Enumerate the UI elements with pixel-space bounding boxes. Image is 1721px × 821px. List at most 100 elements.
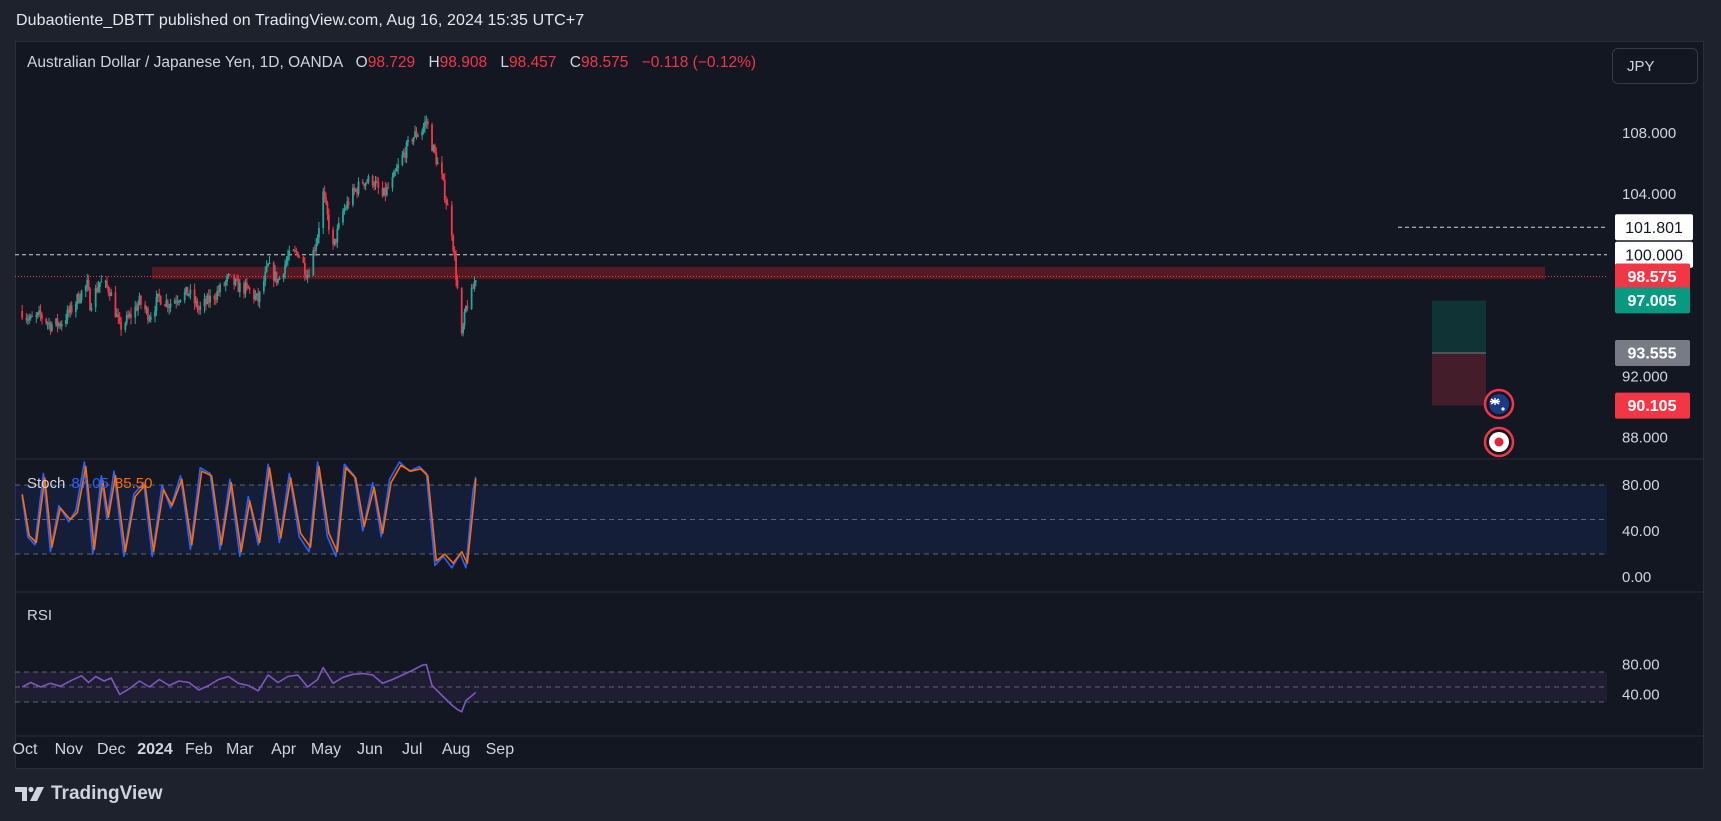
time-axis-label: Dec (97, 741, 125, 758)
candle-body (145, 308, 148, 310)
candle-body (195, 300, 197, 304)
candle-body (374, 181, 377, 187)
candle-body (257, 293, 260, 302)
candle-body (433, 145, 436, 153)
candle-body (346, 201, 349, 209)
candle-body (41, 314, 43, 319)
stoch-d-value: 85.50 (114, 475, 153, 492)
rsi-legend[interactable]: RSI (27, 607, 53, 624)
candle-body (318, 228, 320, 238)
candle-body (205, 299, 207, 304)
candle-body (262, 281, 265, 292)
currency-button[interactable]: JPY (1612, 48, 1698, 84)
time-axis-label: Aug (442, 741, 470, 758)
candle-body (305, 274, 308, 278)
candle-body (159, 296, 162, 305)
candle-body (292, 250, 295, 252)
candle-body (117, 314, 120, 318)
candle-body (65, 320, 67, 324)
open-value: 98.729 (367, 54, 416, 71)
candle-body (214, 299, 217, 301)
candle-body (302, 256, 305, 263)
price-axis-tick: 92.000 (1622, 369, 1668, 386)
candle-body (189, 289, 192, 295)
candle-body (226, 276, 229, 282)
candle-body (166, 300, 169, 308)
candle-body (144, 304, 147, 310)
candle-body (46, 323, 49, 325)
candle-body (196, 300, 199, 310)
candle-body (377, 182, 380, 188)
candle-body (185, 286, 188, 293)
candle-body (219, 284, 221, 293)
price-label-box (1615, 392, 1690, 419)
candle-body (247, 285, 250, 289)
candle-body (452, 235, 455, 251)
candle-body (186, 286, 189, 296)
candle-body (381, 187, 384, 196)
stoch-name[interactable]: Stoch (27, 475, 66, 492)
price-label-text: 93.555 (1628, 346, 1677, 363)
candle-body (148, 319, 151, 321)
candle-body (267, 263, 269, 267)
high-key: H (428, 54, 440, 71)
candle-body (234, 279, 237, 285)
candle-body (183, 292, 186, 301)
candle-body (255, 293, 258, 296)
candle-body (336, 228, 339, 243)
candle-body (168, 307, 171, 309)
candle-body (89, 288, 91, 311)
candle-body (373, 185, 375, 187)
time-axis-label: Jul (402, 741, 422, 758)
candle-body (436, 162, 439, 165)
candle-body (135, 306, 138, 311)
flag-sun (1494, 437, 1504, 447)
candle-body (243, 282, 245, 294)
position-stop-zone (1432, 353, 1486, 406)
rsi-pane (21, 663, 477, 713)
candle-body (366, 182, 368, 184)
candle-body (74, 303, 77, 313)
candle-body (94, 288, 97, 308)
stoch-k-value: 87.05 (71, 475, 109, 492)
candle-body (342, 211, 344, 223)
candle-body (391, 177, 394, 188)
candle-body (236, 279, 238, 281)
candle-body (405, 142, 408, 159)
candle-body (115, 314, 118, 317)
candle-body (286, 256, 289, 261)
candle-body (402, 152, 405, 155)
candle-body (104, 281, 107, 283)
candle-body (21, 311, 24, 319)
candle-body (424, 121, 426, 127)
axes: 108.000104.000100.00092.00088.00080.0040… (13, 125, 1677, 758)
candle-body (333, 238, 336, 245)
candle-body (139, 295, 142, 305)
low-value: 98.457 (509, 54, 557, 71)
candle-body (97, 286, 100, 292)
candle-body (227, 273, 230, 277)
candle-body (209, 295, 212, 303)
rsi-line (21, 663, 477, 713)
candle-body (401, 154, 404, 165)
candle-body (367, 176, 370, 183)
candle-body (325, 197, 327, 203)
candle-body (193, 289, 196, 304)
event-icons[interactable] (1483, 388, 1515, 458)
candle-body (323, 191, 326, 198)
candle-body (127, 315, 130, 318)
candle-body (67, 309, 70, 313)
candle-body (455, 256, 457, 280)
tradingview-brand[interactable]: TradingView (15, 783, 163, 805)
candle-body (206, 295, 209, 304)
australia-flag-icon[interactable] (1483, 388, 1515, 420)
japan-flag-icon[interactable] (1483, 426, 1515, 458)
close-value: 98.575 (580, 54, 629, 71)
candle-body (100, 281, 103, 283)
stoch-axis-tick: 0.00 (1622, 569, 1651, 586)
candle-body (96, 288, 98, 292)
candle-body (384, 187, 387, 196)
price-label-text: 97.005 (1628, 293, 1677, 310)
symbol-name[interactable]: Australian Dollar / Japanese Yen, 1D, OA… (27, 54, 343, 71)
